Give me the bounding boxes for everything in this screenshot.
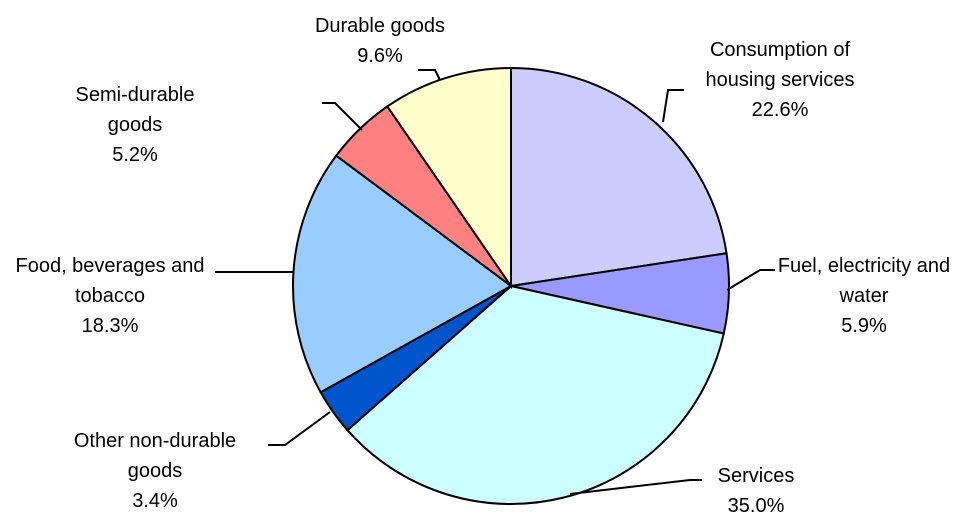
value-label: 3.4% <box>132 490 178 512</box>
pie-slice <box>292 154 513 394</box>
category-label: Durable goods <box>314 15 446 37</box>
slice-label: Durable goods 9.6% <box>280 11 480 71</box>
leader-line <box>268 411 331 446</box>
category-label: Semi-durable goods <box>75 84 195 136</box>
category-label: Fuel, electricity and water <box>777 255 951 307</box>
value-label: 22.6% <box>751 99 809 121</box>
pie-slice <box>385 66 512 290</box>
slice-label: Semi-durable goods 5.2% <box>65 80 205 170</box>
slice-label: Other non-durable goods 3.4% <box>55 426 255 516</box>
leader-line <box>662 89 684 123</box>
leader-line <box>322 102 363 131</box>
leader-line <box>418 69 441 81</box>
category-label: Consumption of housing services <box>705 39 855 91</box>
category-label: Other non-durable goods <box>73 430 237 482</box>
slice-label: Consumption of housing services 22.6% <box>685 35 875 125</box>
leader-line <box>726 269 775 291</box>
value-label: 5.2% <box>112 144 158 166</box>
category-label: Services <box>717 465 795 487</box>
slice-label: Fuel, electricity and water 5.9% <box>777 251 952 341</box>
pie-slice <box>510 66 728 288</box>
slice-label: Food, beverages and tobacco 18.3% <box>3 251 218 341</box>
value-label: 5.9% <box>841 315 887 337</box>
slice-label: Services 35.0% <box>681 461 831 521</box>
value-label: 18.3% <box>81 315 139 337</box>
category-label: Food, beverages and tobacco <box>15 255 205 307</box>
value-label: 9.6% <box>357 45 403 67</box>
leader-line <box>569 479 702 495</box>
value-label: 35.0% <box>727 495 785 517</box>
pie-slice <box>346 284 725 505</box>
